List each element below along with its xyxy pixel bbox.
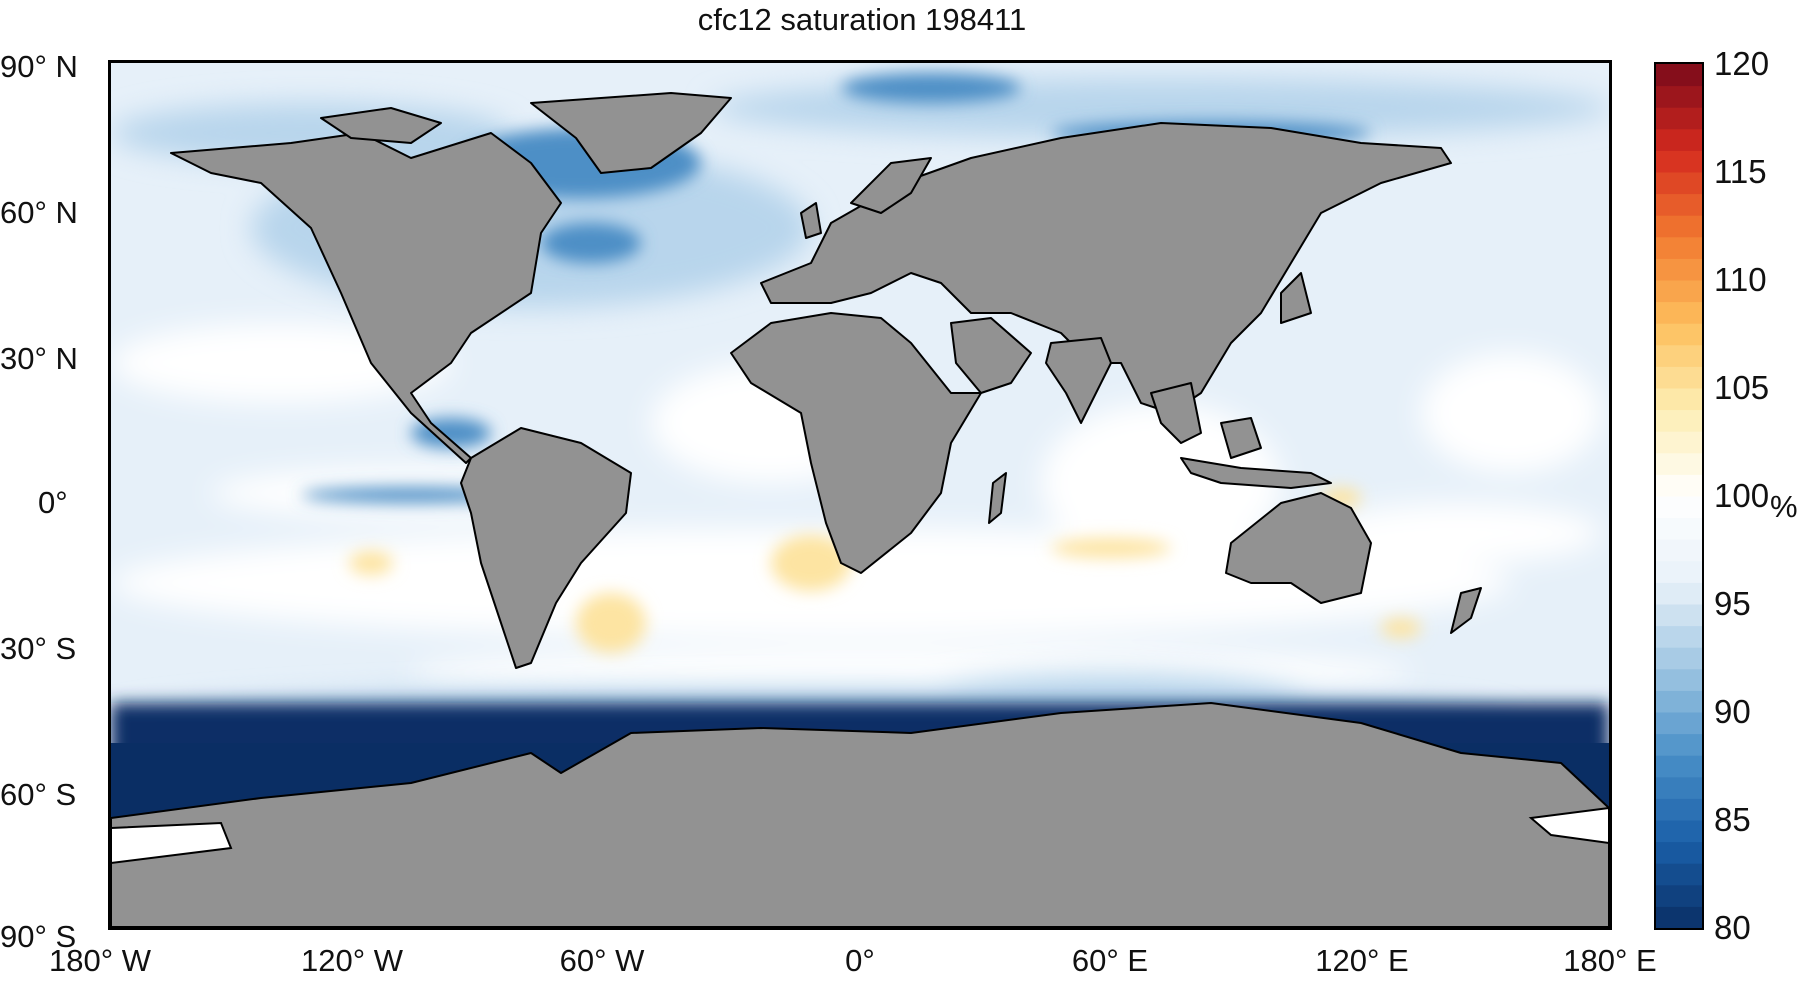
colorbar-tick-105: 105 <box>1714 369 1770 406</box>
lon-label-180e: 180° E <box>1563 943 1657 978</box>
oversaturated-patches <box>349 488 1421 653</box>
world-map <box>111 63 1609 927</box>
colorbar-step <box>1656 604 1702 627</box>
colorbar-step <box>1656 323 1702 346</box>
land-antarctica <box>111 702 1609 927</box>
colorbar-step <box>1656 236 1702 259</box>
colorbar-step <box>1656 863 1702 886</box>
lon-label-60e: 60° E <box>1071 943 1149 978</box>
colorbar-tick-120: 120 <box>1714 45 1770 82</box>
colorbar-tick-100: 100 <box>1714 477 1770 514</box>
colorbar-step <box>1656 625 1702 648</box>
colorbar-step <box>1656 301 1702 324</box>
land-borneo <box>1220 417 1262 459</box>
lat-label-30n: 30° N <box>0 341 78 376</box>
colorbar-gradient <box>1656 64 1702 928</box>
colorbar-step <box>1656 820 1702 843</box>
colorbar-step <box>1656 431 1702 454</box>
colorbar-step <box>1656 452 1702 475</box>
colorbar-step <box>1656 560 1702 583</box>
colorbar-step <box>1656 755 1702 778</box>
land-south-america <box>460 427 632 669</box>
colorbar-tick-115: 115 <box>1714 153 1767 190</box>
lat-label-60s: 60° S <box>0 777 77 812</box>
lon-label-0: 0° <box>845 943 875 978</box>
colorbar-step <box>1656 258 1702 281</box>
lat-label-30s: 30° S <box>0 631 77 666</box>
land-uk <box>800 202 822 239</box>
colorbar-unit: % <box>1770 489 1798 524</box>
colorbar-step <box>1656 64 1702 87</box>
lat-label-90s: 90° S <box>0 919 77 954</box>
lat-label-90n: 90° N <box>0 49 78 84</box>
lon-label-120w: 120° W <box>301 943 403 978</box>
colorbar-step <box>1656 798 1702 821</box>
land-north-america <box>170 132 562 464</box>
colorbar-step <box>1656 776 1702 799</box>
land-indonesia <box>1180 457 1332 489</box>
land-madagascar <box>988 472 1007 524</box>
colorbar <box>1654 62 1704 930</box>
colorbar-step <box>1656 215 1702 238</box>
colorbar-step <box>1656 496 1702 519</box>
colorbar-step <box>1656 474 1702 497</box>
colorbar-step <box>1656 539 1702 562</box>
colorbar-step <box>1656 690 1702 713</box>
colorbar-step <box>1656 150 1702 173</box>
colorbar-step <box>1656 409 1702 432</box>
colorbar-tick-80: 80 <box>1714 909 1751 946</box>
colorbar-step <box>1656 517 1702 540</box>
map-plot-area <box>108 60 1612 930</box>
colorbar-step <box>1656 280 1702 303</box>
colorbar-step <box>1656 128 1702 151</box>
colorbar-step <box>1656 388 1702 411</box>
colorbar-tick-90: 90 <box>1714 693 1751 730</box>
colorbar-step <box>1656 884 1702 907</box>
land-arabia <box>950 317 1032 394</box>
lon-label-180w: 180° W <box>49 943 151 978</box>
colorbar-step <box>1656 647 1702 670</box>
colorbar-step <box>1656 712 1702 735</box>
land-masses <box>111 92 1609 927</box>
colorbar-step <box>1656 172 1702 195</box>
land-eurasia <box>760 122 1452 414</box>
lon-label-60w: 60° W <box>559 943 645 978</box>
ice-shelves <box>111 806 1609 865</box>
colorbar-tick-95: 95 <box>1714 585 1751 622</box>
land-japan <box>1280 272 1312 324</box>
map-title: cfc12 saturation 198411 <box>697 2 1027 37</box>
lat-label-0: 0° <box>38 485 68 520</box>
colorbar-step <box>1656 668 1702 691</box>
colorbar-step <box>1656 841 1702 864</box>
colorbar-step <box>1656 85 1702 108</box>
land-new-zealand <box>1450 587 1482 634</box>
land-africa <box>730 312 982 574</box>
land-india <box>1045 337 1112 424</box>
lon-label-120e: 120° E <box>1315 943 1409 978</box>
colorbar-step <box>1656 107 1702 130</box>
colorbar-step <box>1656 582 1702 605</box>
land-australia <box>1225 492 1372 604</box>
land-arctic-islands <box>320 107 442 144</box>
colorbar-step <box>1656 906 1702 928</box>
colorbar-step <box>1656 366 1702 389</box>
lat-label-60n: 60° N <box>0 195 78 230</box>
colorbar-step <box>1656 344 1702 367</box>
colorbar-step <box>1656 193 1702 216</box>
colorbar-tick-110: 110 <box>1714 261 1767 298</box>
land-southeast-asia <box>1150 382 1202 444</box>
land-scandinavia <box>850 157 932 214</box>
land-greenland <box>530 92 732 174</box>
colorbar-step <box>1656 733 1702 756</box>
colorbar-tick-85: 85 <box>1714 801 1751 838</box>
